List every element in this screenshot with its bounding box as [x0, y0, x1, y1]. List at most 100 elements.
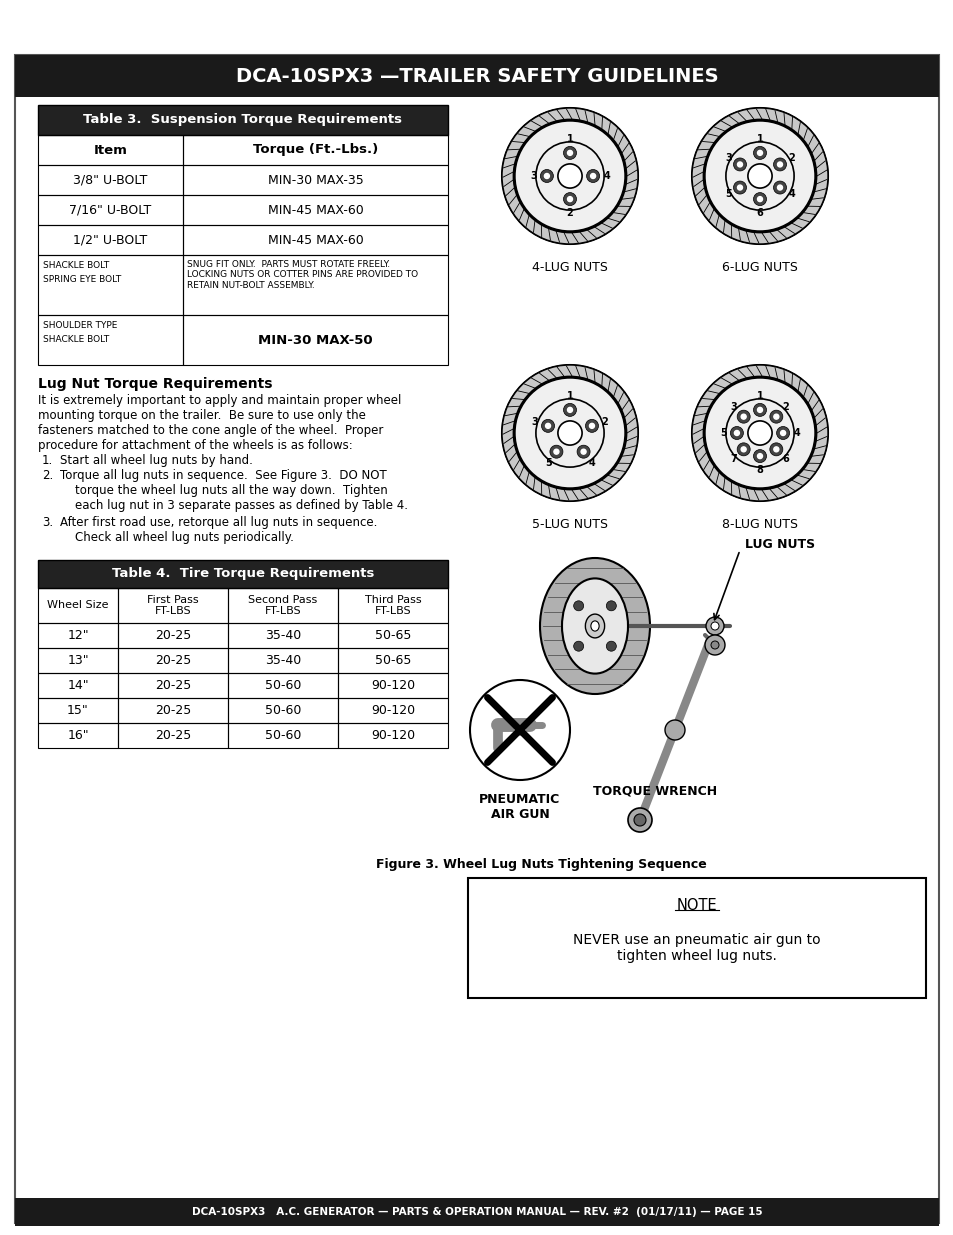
Text: Wheel Size: Wheel Size — [48, 600, 109, 610]
Text: 6-LUG NUTS: 6-LUG NUTS — [721, 261, 797, 274]
Text: Second Pass
FT-LBS: Second Pass FT-LBS — [248, 595, 317, 616]
Bar — [15, 1198, 938, 1226]
Circle shape — [776, 426, 789, 440]
Text: DCA-10SPX3   A.C. GENERATOR — PARTS & OPERATION MANUAL — REV. #2  (01/17/11) — P: DCA-10SPX3 A.C. GENERATOR — PARTS & OPER… — [192, 1207, 761, 1216]
Text: 20-25: 20-25 — [154, 629, 191, 642]
Bar — [38, 315, 183, 366]
Text: 20-25: 20-25 — [154, 679, 191, 692]
Circle shape — [733, 158, 745, 170]
Circle shape — [769, 443, 782, 456]
Text: Torque (Ft.-Lbs.): Torque (Ft.-Lbs.) — [253, 143, 377, 157]
Circle shape — [539, 169, 553, 183]
Bar — [38, 195, 183, 225]
Circle shape — [515, 378, 624, 488]
Circle shape — [753, 193, 765, 205]
Text: 5-LUG NUTS: 5-LUG NUTS — [532, 517, 607, 531]
Circle shape — [753, 147, 765, 159]
Text: 50-65: 50-65 — [375, 655, 411, 667]
Circle shape — [780, 431, 784, 436]
Text: 14": 14" — [67, 679, 89, 692]
Circle shape — [773, 158, 785, 170]
Text: 15": 15" — [67, 704, 89, 718]
Circle shape — [558, 164, 581, 188]
Ellipse shape — [585, 614, 604, 638]
Bar — [468, 878, 925, 998]
Bar — [337, 698, 448, 722]
Wedge shape — [691, 366, 827, 501]
Circle shape — [753, 404, 765, 416]
Text: 1: 1 — [756, 391, 762, 401]
Circle shape — [747, 164, 771, 188]
Text: 50-65: 50-65 — [375, 629, 411, 642]
Text: 5: 5 — [724, 189, 731, 199]
Text: 90-120: 90-120 — [371, 679, 415, 692]
Text: 8-LUG NUTS: 8-LUG NUTS — [721, 517, 797, 531]
Text: SHOULDER TYPE: SHOULDER TYPE — [43, 321, 117, 330]
Text: Figure 3. Wheel Lug Nuts Tightening Sequence: Figure 3. Wheel Lug Nuts Tightening Sequ… — [375, 858, 706, 871]
Text: PNEUMATIC
AIR GUN: PNEUMATIC AIR GUN — [478, 793, 560, 821]
Text: 20-25: 20-25 — [154, 655, 191, 667]
Text: 2: 2 — [600, 416, 608, 426]
Bar — [38, 622, 118, 648]
Text: 35-40: 35-40 — [265, 629, 301, 642]
Bar — [183, 315, 448, 366]
Circle shape — [501, 107, 638, 245]
Text: 8: 8 — [756, 464, 762, 474]
Circle shape — [769, 410, 782, 424]
Text: 3: 3 — [724, 153, 731, 163]
Bar — [38, 225, 183, 254]
Circle shape — [730, 426, 742, 440]
Circle shape — [545, 424, 550, 429]
Circle shape — [733, 182, 745, 194]
Text: 16": 16" — [67, 729, 89, 742]
Text: 50-60: 50-60 — [265, 704, 301, 718]
Bar — [337, 588, 448, 622]
Circle shape — [573, 641, 583, 651]
Text: 3.: 3. — [42, 516, 53, 529]
Text: 4: 4 — [787, 189, 794, 199]
Text: 4: 4 — [587, 458, 595, 468]
Bar — [38, 698, 118, 722]
Circle shape — [757, 408, 761, 412]
Bar — [337, 722, 448, 748]
Circle shape — [627, 808, 651, 832]
Text: 2.: 2. — [42, 469, 53, 482]
Text: Table 4.  Tire Torque Requirements: Table 4. Tire Torque Requirements — [112, 568, 374, 580]
Bar — [228, 588, 337, 622]
Circle shape — [704, 635, 724, 655]
Circle shape — [589, 424, 594, 429]
Bar — [38, 105, 448, 135]
Text: Lug Nut Torque Requirements: Lug Nut Torque Requirements — [38, 377, 273, 391]
Circle shape — [757, 453, 761, 458]
Bar — [228, 722, 337, 748]
Bar — [118, 673, 228, 698]
Text: 90-120: 90-120 — [371, 704, 415, 718]
Text: MIN-30 MAX-50: MIN-30 MAX-50 — [258, 333, 373, 347]
Circle shape — [773, 447, 778, 452]
Text: Table 3.  Suspension Torque Requirements: Table 3. Suspension Torque Requirements — [84, 114, 402, 126]
Text: MIN-45 MAX-60: MIN-45 MAX-60 — [268, 233, 363, 247]
Circle shape — [757, 151, 761, 156]
Text: 3/8" U-BOLT: 3/8" U-BOLT — [73, 173, 148, 186]
Circle shape — [501, 366, 638, 501]
Bar — [38, 254, 183, 315]
Circle shape — [563, 404, 576, 416]
Circle shape — [737, 443, 749, 456]
Bar — [337, 648, 448, 673]
Text: 7/16" U-BOLT: 7/16" U-BOLT — [70, 204, 152, 216]
Circle shape — [580, 450, 585, 454]
Bar — [38, 559, 448, 588]
Text: 20-25: 20-25 — [154, 729, 191, 742]
Text: It is extremely important to apply and maintain proper wheel
mounting torque on : It is extremely important to apply and m… — [38, 394, 401, 452]
Ellipse shape — [561, 578, 627, 673]
Bar — [118, 622, 228, 648]
Circle shape — [773, 414, 778, 419]
Text: 1: 1 — [756, 135, 762, 144]
Text: MIN-30 MAX-35: MIN-30 MAX-35 — [268, 173, 363, 186]
Circle shape — [563, 193, 576, 205]
Circle shape — [558, 421, 581, 445]
Circle shape — [737, 185, 741, 190]
Text: 1: 1 — [566, 391, 573, 401]
Circle shape — [549, 445, 562, 458]
Circle shape — [577, 445, 590, 458]
